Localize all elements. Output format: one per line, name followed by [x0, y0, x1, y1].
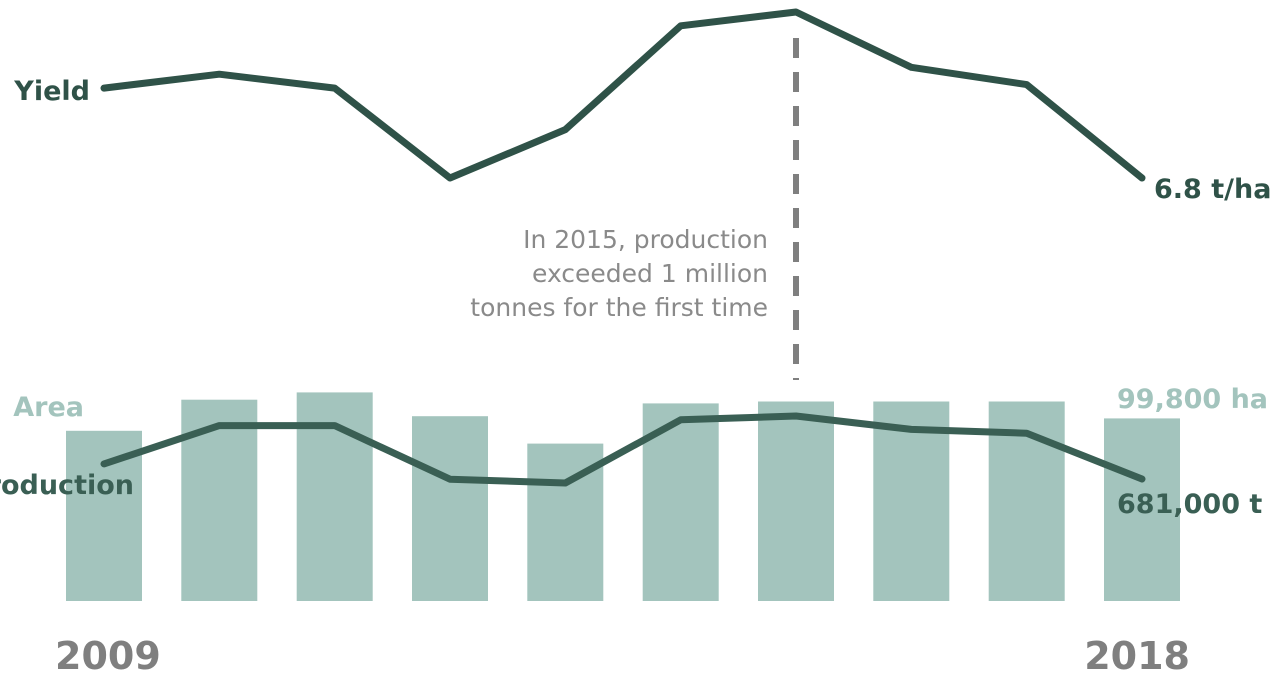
area-bar: [873, 401, 950, 601]
production-point: [1023, 430, 1030, 437]
x-tick-label-last: 2018: [1084, 634, 1190, 673]
area-bar: [758, 401, 834, 601]
area-bar: [1104, 418, 1180, 601]
yield-point: [331, 85, 338, 92]
area-bar: [181, 399, 258, 601]
yield-point: [793, 9, 799, 15]
production-end-label: 681,000 t: [1117, 489, 1262, 520]
yield-end-label: 6.8 t/ha: [1154, 174, 1271, 205]
production-point: [562, 480, 569, 486]
yield-point: [1139, 175, 1145, 181]
production-point: [101, 460, 107, 467]
production-point: [677, 416, 684, 423]
annotation-text-line: tonnes for the first time: [470, 293, 768, 322]
yield-point: [562, 126, 569, 133]
production-point: [447, 476, 453, 483]
production-point: [1139, 476, 1145, 482]
annotation-text-line: exceeded 1 million: [532, 259, 768, 288]
area-bars: [66, 392, 1180, 601]
annotation-text-line: In 2015, production: [523, 225, 768, 254]
yield-point: [1023, 81, 1030, 88]
yield-point: [447, 175, 453, 181]
yield-point: [101, 85, 107, 92]
x-tick-label-first: 2009: [55, 634, 161, 673]
yield-point: [677, 22, 684, 29]
yield-point: [908, 64, 915, 71]
production-point: [216, 422, 223, 429]
production-point: [908, 426, 915, 433]
area-end-label: 99,800 ha: [1117, 384, 1268, 415]
production-line: [100, 412, 1146, 487]
yield-line: [100, 8, 1146, 182]
yield-point: [216, 71, 223, 78]
production-series-label: Production: [0, 470, 134, 501]
yield-series-label: Yield: [13, 76, 90, 107]
production-point: [331, 422, 338, 429]
production-point: [793, 413, 799, 419]
area-bar: [412, 416, 488, 601]
area-series-label: Area: [13, 392, 84, 423]
line-points: [101, 9, 1145, 486]
